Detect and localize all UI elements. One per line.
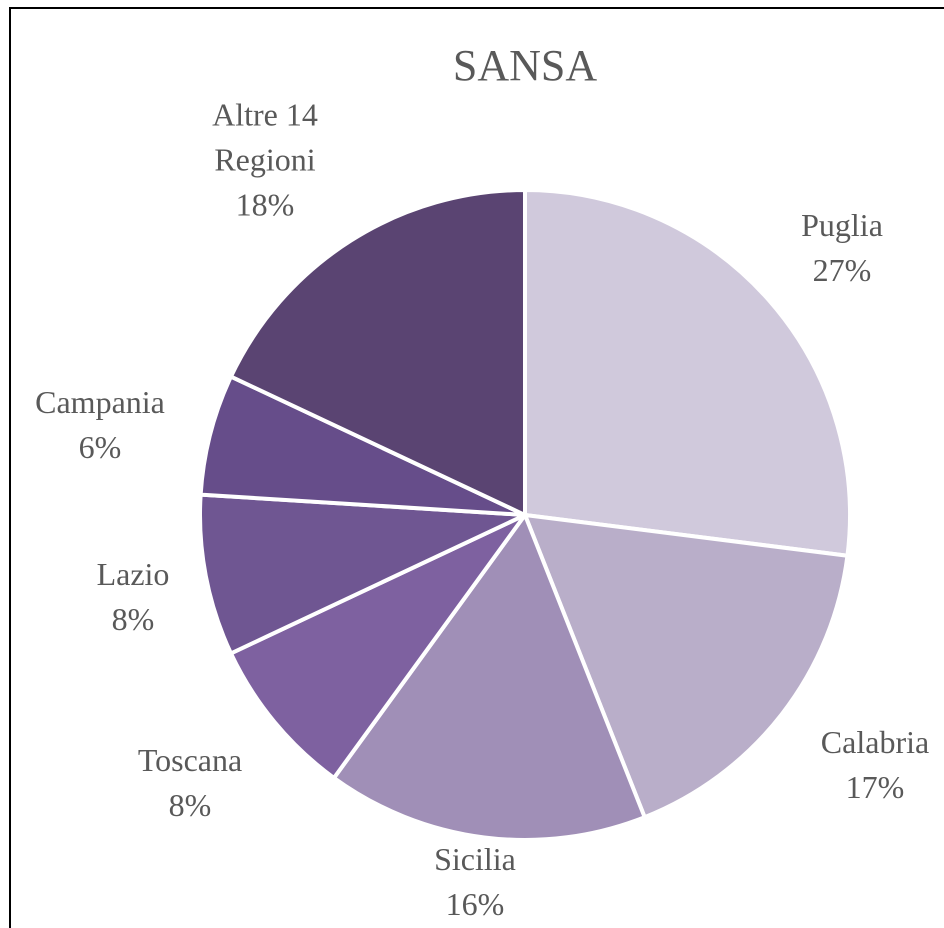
value-label: 27% bbox=[812, 252, 872, 288]
category-label: Toscana bbox=[137, 742, 243, 778]
value-label: 6% bbox=[78, 429, 122, 465]
value-label: 8% bbox=[111, 601, 155, 637]
value-label: 8% bbox=[168, 787, 212, 823]
pie-slice bbox=[198, 373, 526, 517]
frame bbox=[9, 7, 944, 928]
pie-slice bbox=[521, 512, 850, 820]
value-label: 16% bbox=[445, 886, 505, 922]
pie-slice bbox=[198, 492, 526, 657]
slice-label: Sicilia 16% bbox=[385, 837, 565, 927]
value-label: 18% bbox=[235, 186, 295, 223]
category-label: Sicilia bbox=[434, 841, 516, 877]
slice-label: Toscana 8% bbox=[100, 738, 280, 828]
chart-title: SANSA bbox=[452, 41, 598, 90]
category-label: Calabria bbox=[820, 724, 930, 760]
category-label: Lazio bbox=[96, 556, 170, 592]
category-label: Puglia bbox=[801, 207, 883, 243]
slice-label: Altre 14 Regioni 18% bbox=[175, 93, 355, 228]
pie-slice bbox=[228, 187, 527, 519]
slice-label: Puglia 27% bbox=[752, 203, 932, 293]
pie-slice bbox=[331, 510, 648, 842]
slice-label: Calabria 17% bbox=[785, 720, 944, 810]
pie-slice bbox=[228, 513, 527, 781]
value-label: 17% bbox=[845, 769, 905, 805]
slice-label: Campania 6% bbox=[10, 380, 190, 470]
pie-slice bbox=[523, 187, 852, 558]
category-label: Altre 14 Regioni bbox=[212, 96, 318, 178]
slice-label: Lazio 8% bbox=[43, 552, 223, 642]
category-label: Campania bbox=[35, 384, 165, 420]
